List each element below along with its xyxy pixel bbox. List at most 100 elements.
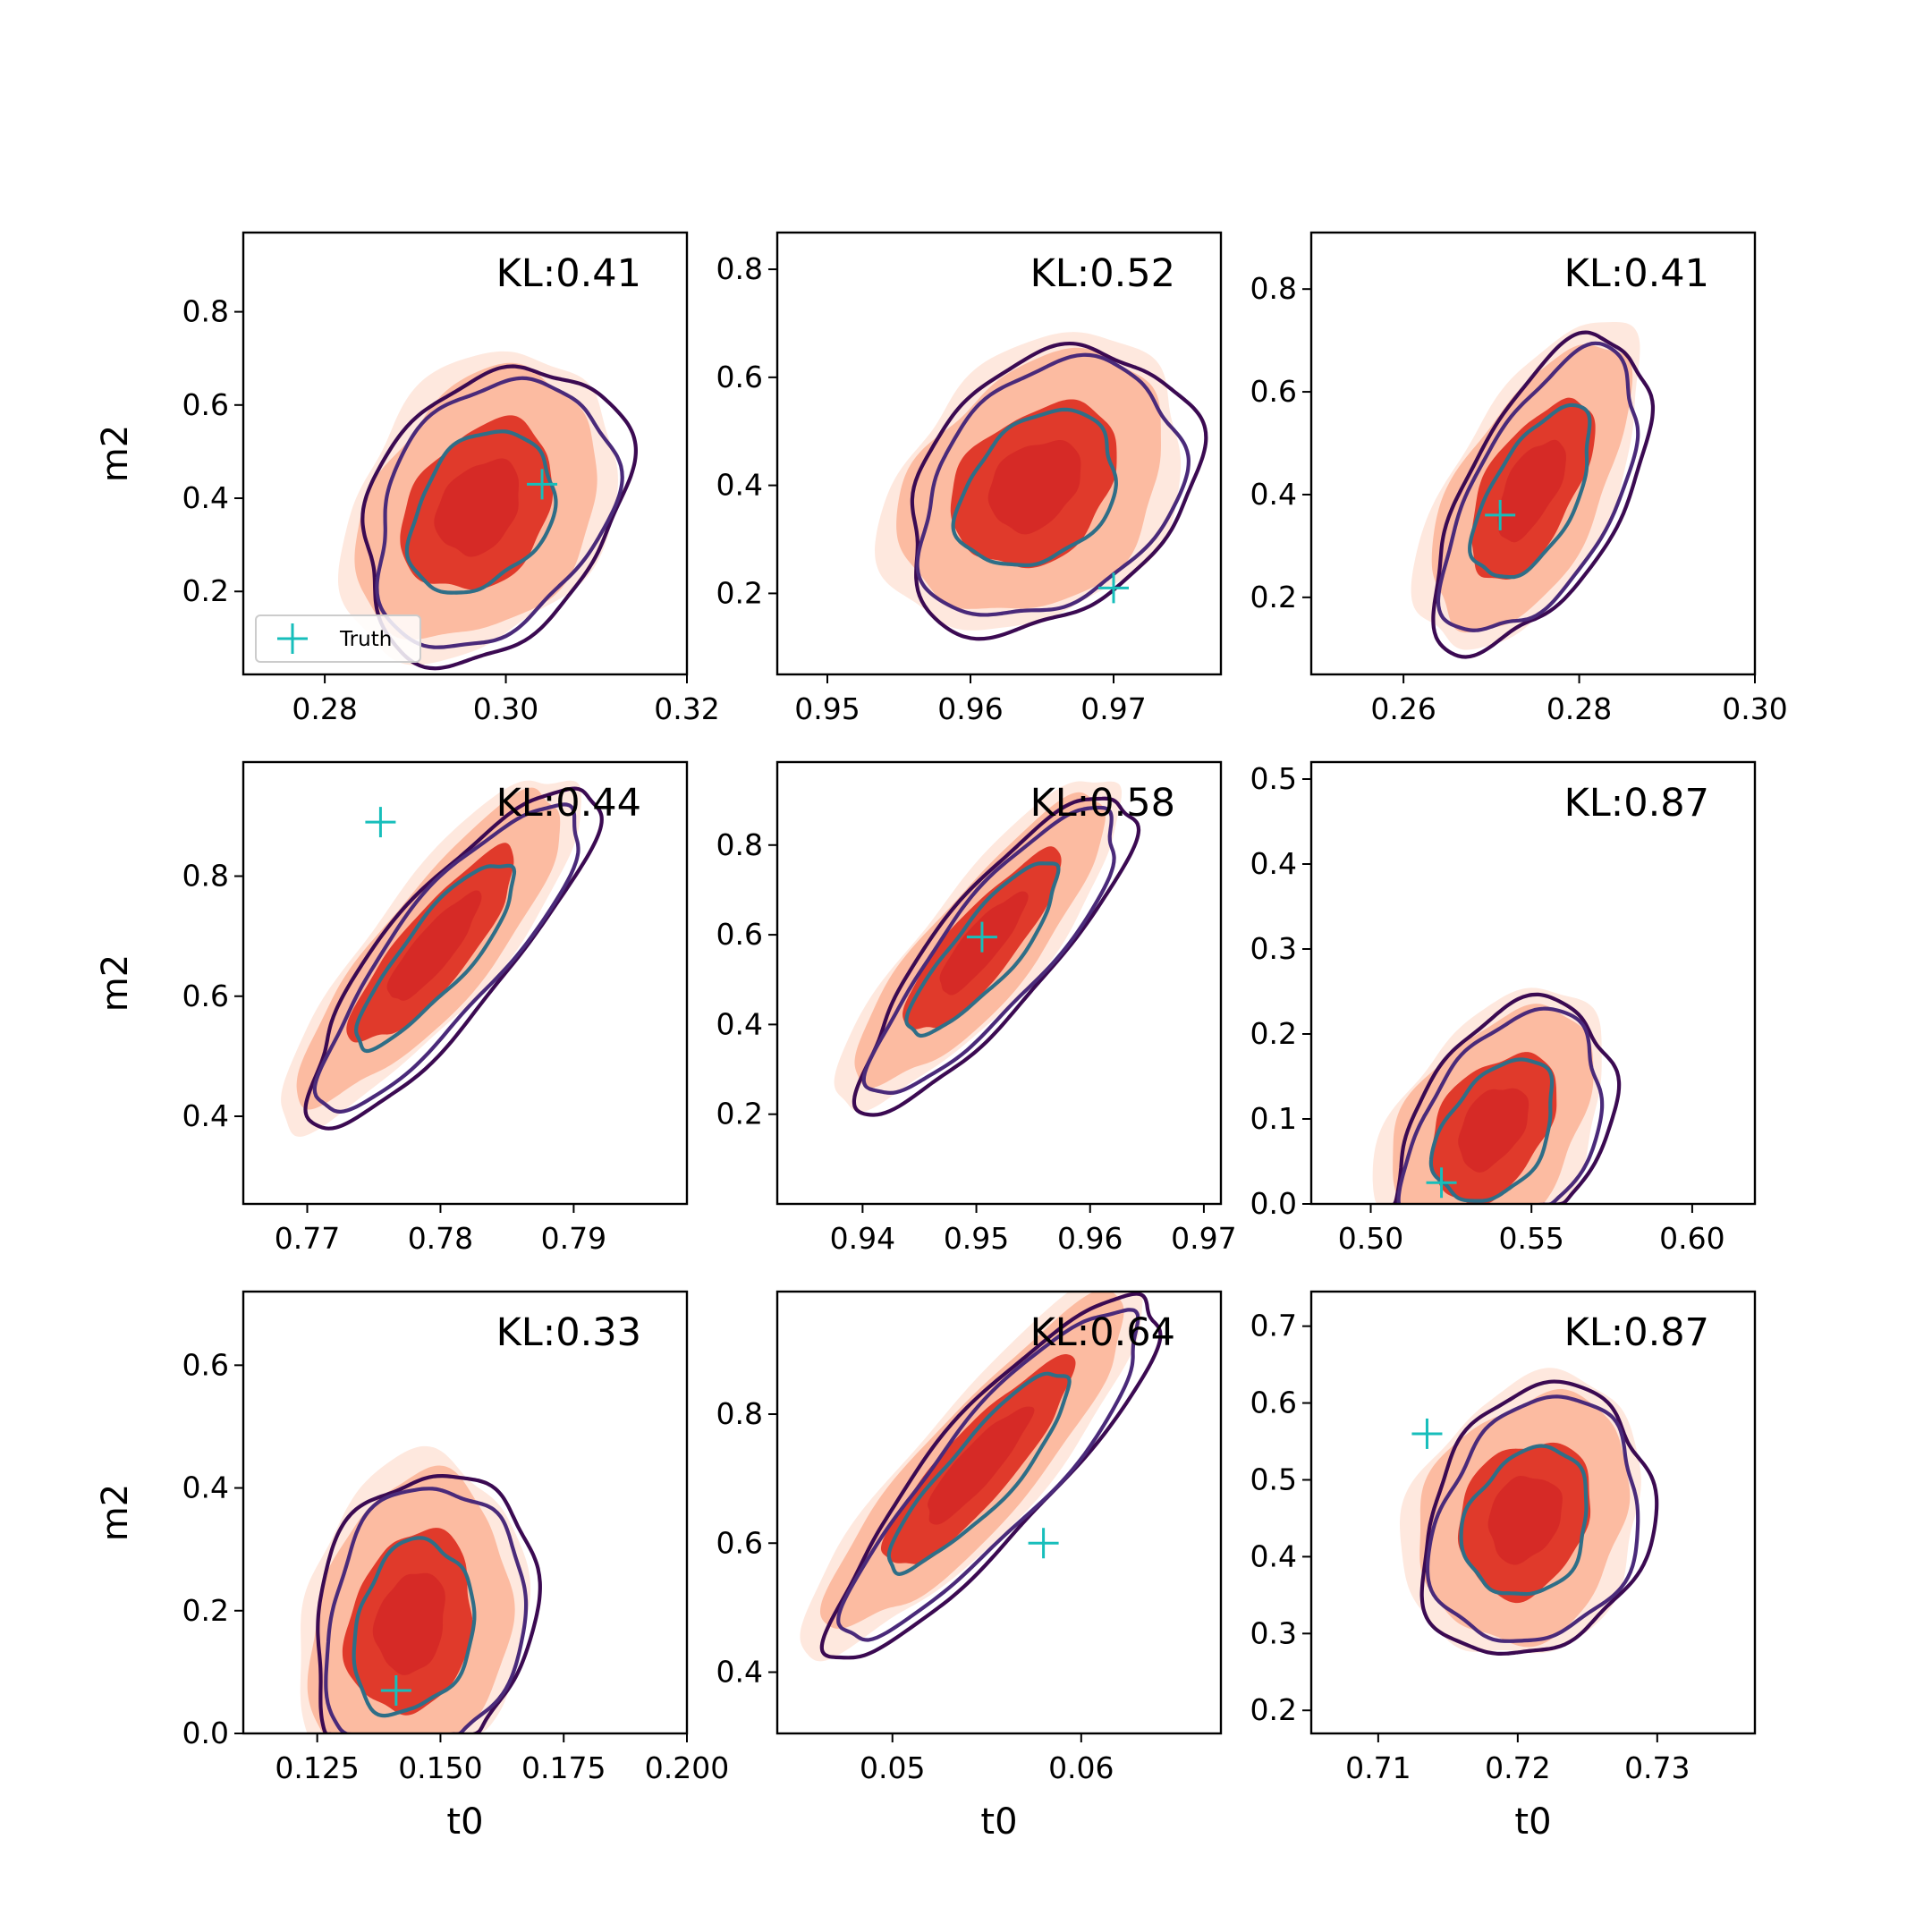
panel-4: 0.94 0.95 0.96 0.97 0.2 0.4 0.6 0.8 KL:0.58	[716, 760, 1237, 1256]
panel-0: 0.28 0.30 0.32 0.2 0.4 0.6 0.8 KL:0.41 m2 Truth	[95, 231, 720, 726]
density-fill-level-3	[987, 439, 1081, 535]
panel-2-density	[1411, 321, 1656, 659]
density-fill-level-3	[434, 458, 519, 557]
contour-line-1	[1396, 1006, 1605, 1204]
y-tick-label: 0.2	[1250, 580, 1297, 614]
panel-4-density	[834, 781, 1141, 1117]
y-tick-label: 0.5	[1250, 1462, 1297, 1496]
y-tick-label: 0.0	[182, 1716, 229, 1750]
y-tick-label: 0.3	[1250, 931, 1297, 966]
y-tick-label: 0.8	[182, 859, 229, 894]
panel-3-density	[281, 780, 604, 1137]
y-tick-label: 0.6	[1250, 374, 1297, 409]
panel-frame	[242, 1290, 689, 1735]
y-tick-label: 0.3	[1250, 1615, 1297, 1650]
density-fill-level-3	[1497, 439, 1566, 543]
x-tick-label: 0.73	[1624, 1750, 1690, 1785]
panel-frame	[1309, 760, 1757, 1206]
x-tick-label: 0.06	[1048, 1750, 1114, 1785]
panel-frame	[242, 760, 689, 1206]
y-tick-label: 0.8	[716, 251, 763, 286]
x-tick-label: 0.125	[275, 1750, 359, 1785]
x-tick-label: 0.71	[1345, 1750, 1411, 1785]
x-tick-label: 0.50	[1338, 1221, 1403, 1256]
x-tick-label: 0.150	[398, 1750, 482, 1785]
kl-annotation: KL:0.44	[496, 781, 641, 826]
y-axis-label: m2	[95, 954, 136, 1012]
density-fill-level-3	[1487, 1476, 1563, 1565]
x-axis-label: t0	[446, 1801, 483, 1843]
panel-6-density	[300, 1445, 542, 1733]
x-tick-label: 0.32	[654, 691, 719, 726]
x-tick-label: 0.95	[794, 691, 860, 726]
contour-line-0	[360, 364, 638, 671]
truth-marker	[1028, 1528, 1059, 1559]
panel-5: 0.50 0.55 0.60 0.0 0.1 0.2 0.3 0.4 0.5 KL:0.87	[1250, 760, 1757, 1256]
panel-0-density	[337, 351, 638, 671]
contour-line-1	[836, 1308, 1140, 1642]
x-tick-label: 0.60	[1659, 1221, 1724, 1256]
panel-8-density	[1399, 1368, 1659, 1657]
panel-frame	[775, 760, 1223, 1206]
x-tick-label: 0.96	[937, 691, 1003, 726]
y-tick-label: 0.2	[182, 573, 229, 608]
y-tick-label: 0.8	[716, 827, 763, 862]
kl-annotation: KL:0.87	[1564, 781, 1709, 826]
legend: Truth	[255, 614, 421, 663]
contour-line-1	[915, 352, 1191, 617]
truth-marker	[1098, 572, 1129, 604]
y-tick-label: 0.4	[716, 1654, 763, 1689]
x-tick-label: 0.175	[521, 1750, 606, 1785]
contour-line-0	[303, 786, 604, 1131]
y-tick-label: 0.4	[182, 1470, 229, 1505]
contour-line-0	[910, 341, 1208, 641]
y-tick-label: 0.6	[182, 979, 229, 1013]
x-tick-label: 0.55	[1498, 1221, 1563, 1256]
y-tick-label: 0.2	[182, 1593, 229, 1628]
contour-line-2	[904, 861, 1061, 1038]
panel-7: 0.05 0.06 0.4 0.6 0.8 KL:0.64 t0	[716, 1290, 1223, 1843]
x-tick-label: 0.26	[1370, 691, 1436, 726]
panel-frame	[1309, 231, 1757, 676]
panel-frame	[1309, 1290, 1757, 1735]
x-tick-label: 0.79	[541, 1221, 606, 1256]
y-axis-label: m2	[95, 425, 136, 482]
contour-line-0	[819, 1292, 1163, 1660]
contour-line-2	[353, 863, 517, 1054]
contour-line-2	[352, 1536, 477, 1718]
kl-annotation: KL:0.87	[1564, 1310, 1709, 1355]
y-tick-label: 0.4	[182, 1098, 229, 1133]
y-tick-label: 0.2	[716, 1097, 763, 1131]
contour-line-1	[1425, 1394, 1640, 1643]
x-tick-label: 0.30	[473, 691, 538, 726]
y-tick-label: 0.0	[1250, 1186, 1297, 1221]
density-fill-level-3	[939, 891, 1029, 996]
truth-marker	[1485, 499, 1516, 530]
y-tick-label: 0.1	[1250, 1101, 1297, 1136]
x-axis-label: t0	[980, 1801, 1017, 1843]
panel-8: 0.71 0.72 0.73 0.2 0.3 0.4 0.5 0.6 0.7 KL:0.87 t0	[1250, 1290, 1757, 1843]
x-tick-label: 0.78	[408, 1221, 473, 1256]
kl-annotation: KL:0.41	[496, 251, 641, 296]
panel-1: 0.95 0.96 0.97 0.2 0.4 0.6 0.8 KL:0.52	[716, 231, 1223, 726]
panel-frame	[242, 231, 689, 676]
panel-1-density	[875, 332, 1208, 641]
x-tick-label: 0.97	[1171, 1221, 1236, 1256]
density-fill-level-3	[372, 1572, 445, 1675]
y-tick-label: 0.8	[182, 294, 229, 329]
contour-line-2	[1468, 402, 1592, 580]
contour-line-2	[951, 407, 1118, 568]
y-tick-label: 0.4	[716, 468, 763, 503]
y-tick-label: 0.6	[716, 360, 763, 394]
truth-marker	[966, 921, 997, 953]
x-tick-label: 0.05	[860, 1750, 925, 1785]
x-tick-label: 0.77	[275, 1221, 340, 1256]
x-tick-label: 0.72	[1485, 1750, 1550, 1785]
y-tick-label: 0.5	[1250, 761, 1297, 796]
contour-line-0	[316, 1473, 542, 1733]
contour-line-1	[324, 1487, 529, 1733]
x-tick-label: 0.200	[645, 1750, 729, 1785]
y-tick-label: 0.4	[716, 1006, 763, 1041]
truth-marker	[380, 1674, 411, 1706]
